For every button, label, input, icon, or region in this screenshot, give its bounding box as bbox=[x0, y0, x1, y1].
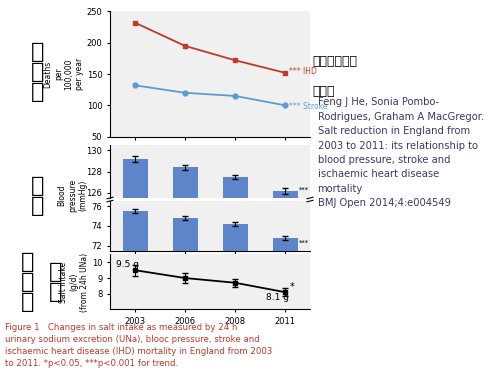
Text: 死
亡
率: 死 亡 率 bbox=[31, 42, 44, 102]
Text: *** Stroke: *** Stroke bbox=[289, 102, 328, 111]
Bar bbox=[172, 167, 198, 198]
Text: 虚血性心疾患: 虚血性心疾患 bbox=[312, 55, 358, 68]
Y-axis label: Salt intake
(g/d)
(from 24h UNa): Salt intake (g/d) (from 24h UNa) bbox=[60, 253, 89, 311]
Text: 脳卒中: 脳卒中 bbox=[312, 85, 335, 98]
Text: 9.5 g: 9.5 g bbox=[116, 261, 139, 269]
Text: 8.1 g: 8.1 g bbox=[266, 293, 289, 302]
Text: *: * bbox=[290, 282, 295, 292]
Bar bbox=[222, 177, 248, 198]
Bar bbox=[272, 238, 297, 251]
Bar bbox=[172, 218, 198, 251]
Text: 血
圧: 血 圧 bbox=[31, 176, 44, 215]
Text: ***: *** bbox=[299, 240, 309, 246]
Text: *** IHD: *** IHD bbox=[289, 67, 317, 76]
Text: 食
塩: 食 塩 bbox=[49, 262, 62, 302]
Bar bbox=[122, 211, 148, 251]
Text: Figure 1   Changes in salt intake as measured by 24 h
urinary sodium excretion (: Figure 1 Changes in salt intake as measu… bbox=[5, 323, 272, 368]
Bar bbox=[222, 224, 248, 251]
Text: 摂
取
量: 摂 取 量 bbox=[21, 252, 34, 312]
Bar bbox=[122, 159, 148, 198]
Text: ***: *** bbox=[299, 187, 309, 193]
Bar bbox=[272, 191, 297, 198]
Text: Feng J He, Sonia Pombo-
Rodrigues, Graham A MacGregor.
Salt reduction in England: Feng J He, Sonia Pombo- Rodrigues, Graha… bbox=[318, 97, 484, 208]
Text: Blood
pressure
(mmHg): Blood pressure (mmHg) bbox=[58, 179, 88, 212]
Y-axis label: Deaths
per
100,000
per year: Deaths per 100,000 per year bbox=[44, 58, 84, 90]
